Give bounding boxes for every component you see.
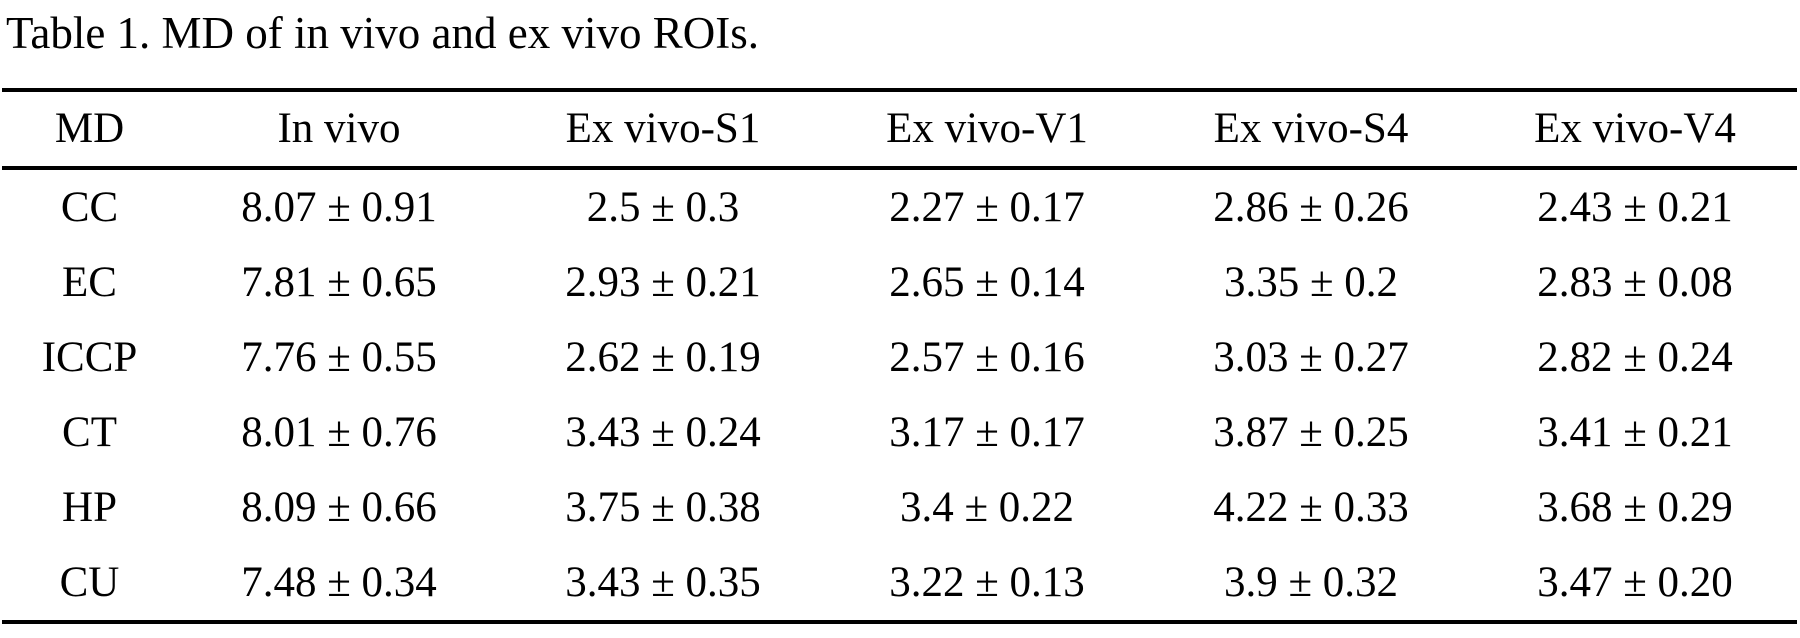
table-caption: Table 1. MD of in vivo and ex vivo ROIs. [6, 8, 760, 58]
table-cell: 3.17 ± 0.17 [889, 408, 1085, 456]
col-header-ex-vivo-v1: Ex vivo-V1 [886, 105, 1088, 153]
table-cell: 3.43 ± 0.35 [565, 558, 761, 606]
table-row: CC 8.07 ± 0.91 2.5 ± 0.3 2.27 ± 0.17 2.8… [2, 168, 1797, 245]
row-label: CU [59, 558, 120, 606]
table-cell: 3.43 ± 0.24 [565, 408, 761, 456]
table-cell: 3.41 ± 0.21 [1537, 408, 1733, 456]
table-cell: 2.43 ± 0.21 [1537, 183, 1733, 231]
table-cell: 2.86 ± 0.26 [1213, 183, 1409, 231]
table-cell: 3.4 ± 0.22 [899, 483, 1075, 531]
table-cell: 8.01 ± 0.76 [241, 408, 437, 456]
table-cell: 8.07 ± 0.91 [241, 183, 437, 231]
col-header-in-vivo: In vivo [277, 105, 401, 153]
table-cell: 3.9 ± 0.32 [1223, 558, 1399, 606]
table-cell: 3.03 ± 0.27 [1213, 333, 1409, 381]
header-row: MD In vivo Ex vivo-S1 Ex vivo-V1 Ex vivo… [2, 90, 1797, 168]
col-header-ex-vivo-v4: Ex vivo-V4 [1534, 105, 1736, 153]
table-cell: 3.87 ± 0.25 [1213, 408, 1409, 456]
table-cell: 3.35 ± 0.2 [1223, 258, 1399, 306]
table-cell: 7.48 ± 0.34 [241, 558, 437, 606]
col-header-ex-vivo-s1: Ex vivo-S1 [565, 105, 761, 153]
row-label: CT [62, 408, 117, 456]
table-cell: 2.82 ± 0.24 [1537, 333, 1733, 381]
table-cell: 2.5 ± 0.3 [586, 183, 740, 231]
col-header-md: MD [54, 105, 125, 153]
table-cell: 8.09 ± 0.66 [241, 483, 437, 531]
table-cell: 2.93 ± 0.21 [565, 258, 761, 306]
row-label: HP [62, 483, 117, 531]
table-cell: 7.76 ± 0.55 [241, 333, 437, 381]
table-row: CT 8.01 ± 0.76 3.43 ± 0.24 3.17 ± 0.17 3… [2, 395, 1797, 470]
table-row: HP 8.09 ± 0.66 3.75 ± 0.38 3.4 ± 0.22 4.… [2, 470, 1797, 545]
table-cell: 3.22 ± 0.13 [889, 558, 1085, 606]
table-cell: 3.47 ± 0.20 [1537, 558, 1733, 606]
table-cell: 7.81 ± 0.65 [241, 258, 437, 306]
row-label: EC [62, 258, 117, 306]
table-row: EC 7.81 ± 0.65 2.93 ± 0.21 2.65 ± 0.14 3… [2, 245, 1797, 320]
table-row: CU 7.48 ± 0.34 3.43 ± 0.35 3.22 ± 0.13 3… [2, 545, 1797, 622]
table-row: ICCP 7.76 ± 0.55 2.62 ± 0.19 2.57 ± 0.16… [2, 320, 1797, 395]
table-cell: 2.83 ± 0.08 [1537, 258, 1733, 306]
table-cell: 2.27 ± 0.17 [889, 183, 1085, 231]
table-cell: 3.75 ± 0.38 [565, 483, 761, 531]
md-measurements-table: MD In vivo Ex vivo-S1 Ex vivo-V1 Ex vivo… [2, 87, 1797, 624]
table-cell: 3.68 ± 0.29 [1537, 483, 1733, 531]
row-label: CC [60, 183, 119, 231]
table-cell: 2.65 ± 0.14 [889, 258, 1085, 306]
row-label: ICCP [41, 333, 138, 381]
col-header-ex-vivo-s4: Ex vivo-S4 [1213, 105, 1409, 153]
table-cell: 2.62 ± 0.19 [565, 333, 761, 381]
table-cell: 2.57 ± 0.16 [889, 333, 1085, 381]
table-cell: 4.22 ± 0.33 [1213, 483, 1409, 531]
